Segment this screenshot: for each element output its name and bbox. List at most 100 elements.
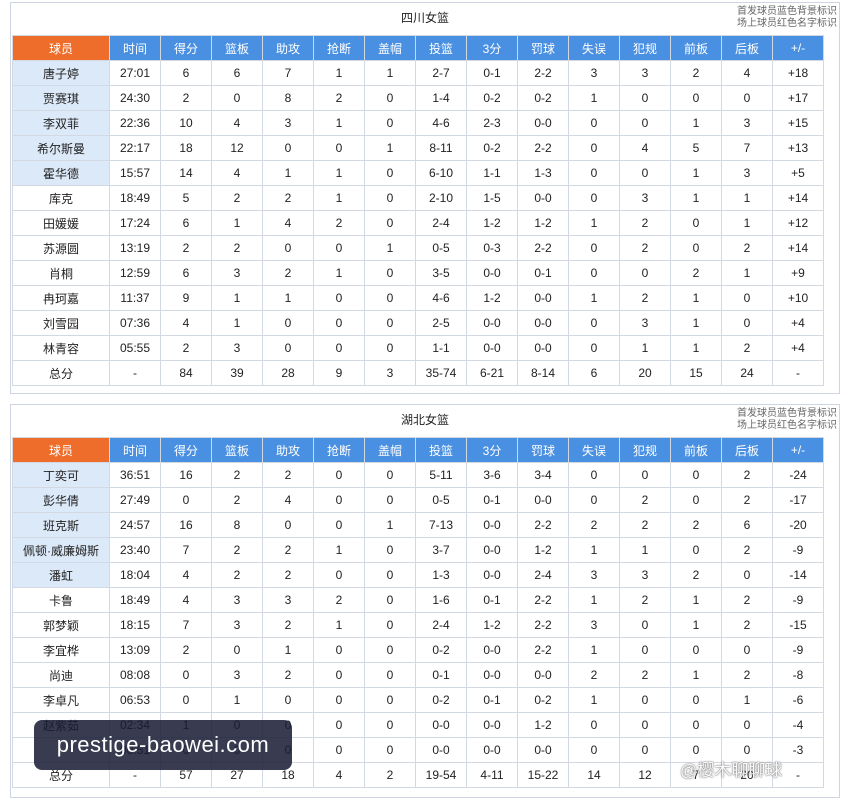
stat-cell: 0 xyxy=(670,737,722,763)
stat-cell: 0-5 xyxy=(415,235,467,261)
stat-cell: 0 xyxy=(568,462,620,488)
stat-cell: 3-6 xyxy=(466,462,518,488)
stat-cell: 0 xyxy=(721,85,773,111)
player-name-cell: 刘雪园 xyxy=(12,310,110,336)
table-row: 李双菲 22:36 10 4 3 1 0 4-6 2-3 0-0 0 0 1 3 +15 xyxy=(12,110,824,136)
stat-cell: 24:30 xyxy=(109,85,161,111)
stat-cell: 0 xyxy=(313,335,365,361)
stat-cell: 0 xyxy=(619,462,671,488)
player-name-cell: 班克斯 xyxy=(12,512,110,538)
stat-cell: 0 xyxy=(364,335,416,361)
stat-cell: 23:40 xyxy=(109,537,161,563)
stat-cell: 1 xyxy=(364,512,416,538)
stat-cell: 3 xyxy=(619,60,671,86)
stat-cell: 0 xyxy=(670,85,722,111)
header-row: 球员 时间 得分 篮板 助攻 抢断 盖帽 投篮 3分 罚球 失误 犯规 前板 后板 +/- xyxy=(12,35,824,61)
table-row: 佩顿·威廉姆斯 23:40 7 2 2 1 0 3-7 0-0 1-2 1 1 0 2 -9 xyxy=(12,537,824,563)
stat-cell: 2 xyxy=(619,285,671,311)
total-cell: 2 xyxy=(364,762,416,788)
stat-cell: 5 xyxy=(670,135,722,161)
stat-cell: 0 xyxy=(568,135,620,161)
column-header: 抢断 xyxy=(313,437,365,463)
stat-cell: 0 xyxy=(313,135,365,161)
stat-cell: 0 xyxy=(670,537,722,563)
stat-cell: 17:24 xyxy=(109,210,161,236)
stat-cell: 0-0 xyxy=(466,310,518,336)
table-row: 李宜桦 13:09 2 0 1 0 0 0-2 0-0 2-2 1 0 0 0 -9 xyxy=(12,637,824,663)
stat-cell: 14 xyxy=(160,160,212,186)
stat-cell: 27:01 xyxy=(109,60,161,86)
stat-cell: 2 xyxy=(313,210,365,236)
stat-cell: 0 xyxy=(670,487,722,513)
table-row: 李卓凡 06:53 0 1 0 0 0 0-2 0-1 0-2 1 0 0 1 -6 xyxy=(12,687,824,713)
stat-cell: 0-0 xyxy=(466,260,518,286)
stat-cell: 0 xyxy=(568,335,620,361)
stat-cell: 3 xyxy=(211,335,263,361)
stat-cell: 0 xyxy=(619,260,671,286)
stat-cell: 1-3 xyxy=(517,160,569,186)
player-name-cell: 库克 xyxy=(12,185,110,211)
stat-cell: 0 xyxy=(364,462,416,488)
stat-cell: 1-3 xyxy=(415,562,467,588)
stat-cell: 2 xyxy=(262,260,314,286)
stat-cell: +4 xyxy=(772,335,824,361)
stat-cell: 1 xyxy=(568,210,620,236)
stat-cell: 0 xyxy=(313,662,365,688)
stat-cell: 0 xyxy=(619,160,671,186)
table-row: 希尔斯曼 22:17 18 12 0 0 1 8-11 0-2 2-2 0 4 5 7 +13 xyxy=(12,135,824,161)
stat-cell: 2 xyxy=(211,537,263,563)
stat-cell: 3 xyxy=(262,110,314,136)
column-header: 助攻 xyxy=(262,437,314,463)
stat-cell: 3 xyxy=(568,612,620,638)
stat-cell: 0 xyxy=(568,235,620,261)
player-name-cell: 希尔斯曼 xyxy=(12,135,110,161)
team-title: 湖北女篮 首发球员蓝色背景标识 场上球员红色名字标识 xyxy=(11,405,839,437)
stat-cell: 1 xyxy=(670,612,722,638)
stat-cell: 1 xyxy=(262,637,314,663)
player-name-cell: 苏源圆 xyxy=(12,235,110,261)
team-name: 四川女篮 xyxy=(400,11,449,25)
stat-cell: 3 xyxy=(211,587,263,613)
stat-cell: 1 xyxy=(721,185,773,211)
legend: 首发球员蓝色背景标识 场上球员红色名字标识 xyxy=(737,6,837,30)
stat-cell: 0 xyxy=(619,637,671,663)
column-header: 失误 xyxy=(568,437,620,463)
stat-cell: 0 xyxy=(364,562,416,588)
stat-cell: 0 xyxy=(313,637,365,663)
stat-cell: 0-0 xyxy=(517,335,569,361)
total-label: 总分 xyxy=(12,360,110,386)
team-panel-sichuan: 四川女篮 首发球员蓝色背景标识 场上球员红色名字标识 球员 时间 得分 篮板 助攻 抢断盖… xyxy=(10,2,840,394)
stat-cell: 3 xyxy=(568,60,620,86)
stat-cell: 1 xyxy=(364,60,416,86)
stat-cell: 18:49 xyxy=(109,185,161,211)
stat-cell: 0-5 xyxy=(415,487,467,513)
player-name-cell: 田媛媛 xyxy=(12,210,110,236)
stat-cell: 0-0 xyxy=(517,487,569,513)
table-row: 郭梦颖 18:15 7 3 2 1 0 2-4 1-2 2-2 3 0 1 2 -15 xyxy=(12,612,824,638)
stat-cell: 2 xyxy=(160,85,212,111)
legend-line: 首发球员蓝色背景标识 xyxy=(737,6,837,17)
stat-cell: 1 xyxy=(721,260,773,286)
stat-cell: 0 xyxy=(721,285,773,311)
stat-cell: 0 xyxy=(568,110,620,136)
stat-cell: 1 xyxy=(721,687,773,713)
stat-cell: -24 xyxy=(772,462,824,488)
stat-cell: 0 xyxy=(619,687,671,713)
stat-cell: 1 xyxy=(619,537,671,563)
stat-cell: 2 xyxy=(262,185,314,211)
column-header: 失误 xyxy=(568,35,620,61)
stat-cell: 0-1 xyxy=(415,662,467,688)
stat-cell: 0 xyxy=(721,562,773,588)
stat-cell: 0 xyxy=(670,210,722,236)
stat-cell: 8 xyxy=(262,85,314,111)
stat-cell: 0 xyxy=(721,712,773,738)
stat-cell: 2-4 xyxy=(415,210,467,236)
table-row: 贾赛琪 24:30 2 0 8 2 0 1-4 0-2 0-2 1 0 0 0 +17 xyxy=(12,85,824,111)
column-header: 后板 xyxy=(721,437,773,463)
stat-cell: 4-6 xyxy=(415,285,467,311)
total-cell: 35-74 xyxy=(415,360,467,386)
stat-cell: 0 xyxy=(568,310,620,336)
stat-cell: 18 xyxy=(160,135,212,161)
stat-cell: 0 xyxy=(313,487,365,513)
stat-cell: 0 xyxy=(568,260,620,286)
